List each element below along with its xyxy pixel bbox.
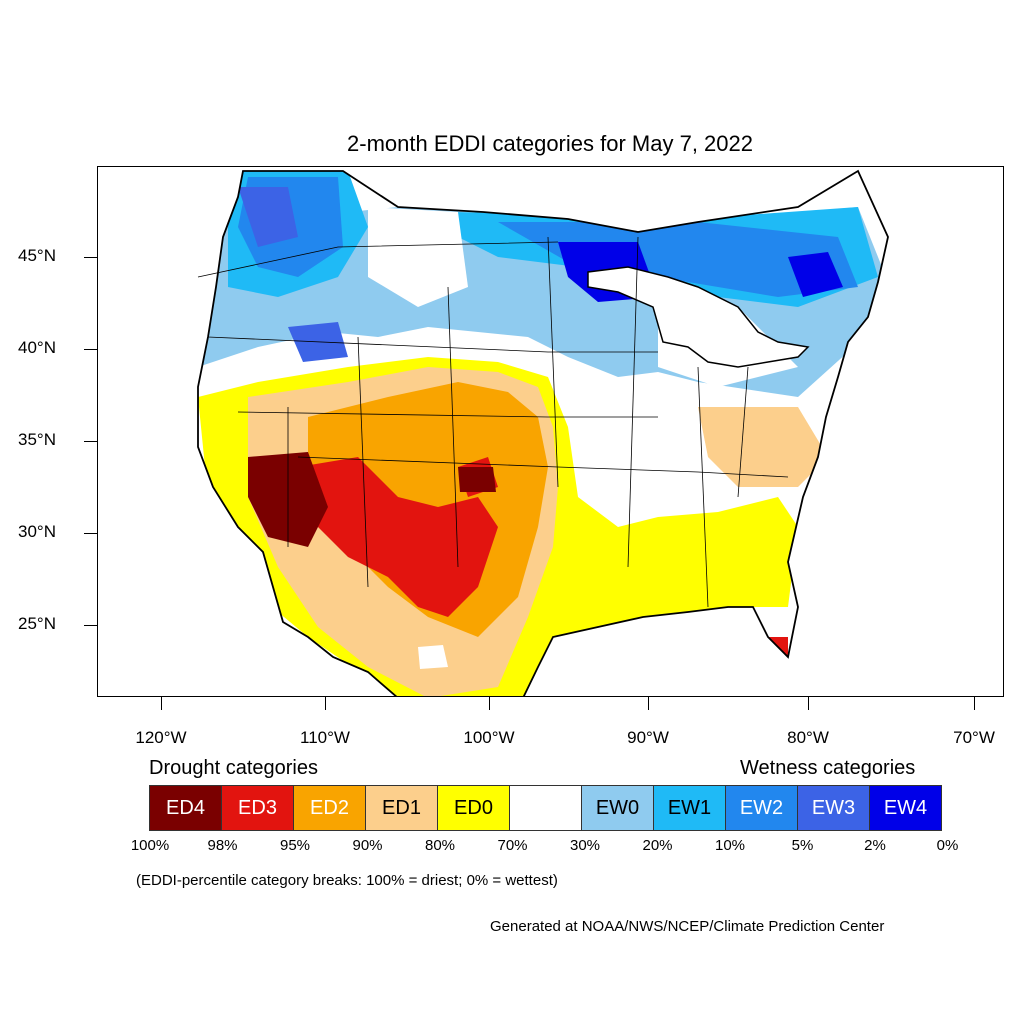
legend-box-neutral [509, 785, 582, 831]
lat-label-25: 25°N [18, 614, 56, 633]
legend-box-ed3: ED3 [221, 785, 294, 831]
ew4-north-region-2 [788, 252, 843, 297]
legend-box-ew3: EW3 [797, 785, 870, 831]
ed3-region [298, 457, 498, 617]
legend-colorbar: ED4 ED3 ED2 ED1 ED0 EW0 EW1 EW2 EW3 EW4 [149, 785, 942, 831]
lat-label-35: 35°N [18, 430, 56, 449]
ed4-region-2 [458, 467, 496, 492]
ew3-north-region-2 [238, 187, 298, 247]
legend-break-label: 20% [642, 837, 673, 854]
legend-break-label: 70% [497, 837, 528, 854]
map-title: 2-month EDDI categories for May 7, 2022 [347, 131, 753, 156]
lon-tick [325, 697, 326, 710]
legend-box-ed0: ED0 [437, 785, 510, 831]
legend-box-ew2: EW2 [725, 785, 798, 831]
ed1-southeast-region [698, 407, 828, 487]
white-north-patch [368, 207, 468, 307]
lon-tick [808, 697, 809, 710]
legend-box-ed1: ED1 [365, 785, 438, 831]
legend-box-ew0: EW0 [581, 785, 654, 831]
lon-label-90: 90°W [627, 728, 669, 747]
legend-break-label: 10% [714, 837, 746, 854]
lon-label-110: 110°W [300, 728, 350, 747]
ew2-north-region-2 [498, 222, 858, 297]
legend-break-label: 95% [279, 837, 311, 854]
drought-categories-heading: Drought categories [149, 757, 318, 779]
lat-tick [84, 625, 97, 626]
legend-box-ew4: EW4 [869, 785, 942, 831]
wetness-categories-heading: Wetness categories [740, 757, 916, 779]
legend-break-label: 80% [424, 837, 456, 854]
lon-tick [161, 697, 162, 710]
lon-tick [648, 697, 649, 710]
lon-label-80: 80°W [787, 728, 829, 747]
state-borders [197, 236, 789, 608]
lat-label-45: 45°N [18, 246, 56, 265]
legend-break-label: 100% [130, 837, 170, 854]
white-south-patch [418, 645, 448, 669]
legend-break-label: 0% [936, 837, 959, 854]
lat-tick [84, 349, 97, 350]
legend-break-label: 5% [791, 837, 814, 854]
lat-tick [84, 257, 97, 258]
legend-box-ed4: ED4 [149, 785, 222, 831]
eddi-map [197, 169, 889, 696]
great-lakes [587, 266, 810, 368]
legend-box-ew1: EW1 [653, 785, 726, 831]
breaks-note: (EDDI-percentile category breaks: 100% =… [136, 872, 558, 889]
lat-tick [84, 441, 97, 442]
lon-label-70: 70°W [953, 728, 995, 747]
credit-line: Generated at NOAA/NWS/NCEP/Climate Predi… [490, 918, 885, 935]
ed3-florida-patch [758, 637, 788, 657]
legend-box-ed2: ED2 [293, 785, 366, 831]
lon-tick [974, 697, 975, 710]
lon-label-120: 120°W [135, 728, 187, 747]
lat-label-30: 30°N [18, 522, 56, 541]
legend-break-label: 90% [352, 837, 383, 854]
legend-break-label: 30% [569, 837, 601, 854]
legend-break-label: 98% [207, 837, 238, 854]
conus-outline [197, 169, 889, 696]
map-frame [97, 166, 1004, 697]
lat-tick [84, 533, 97, 534]
lat-label-40: 40°N [18, 338, 56, 357]
lon-tick [489, 697, 490, 710]
legend-break-label: 2% [864, 837, 886, 854]
lon-label-100: 100°W [463, 728, 515, 747]
